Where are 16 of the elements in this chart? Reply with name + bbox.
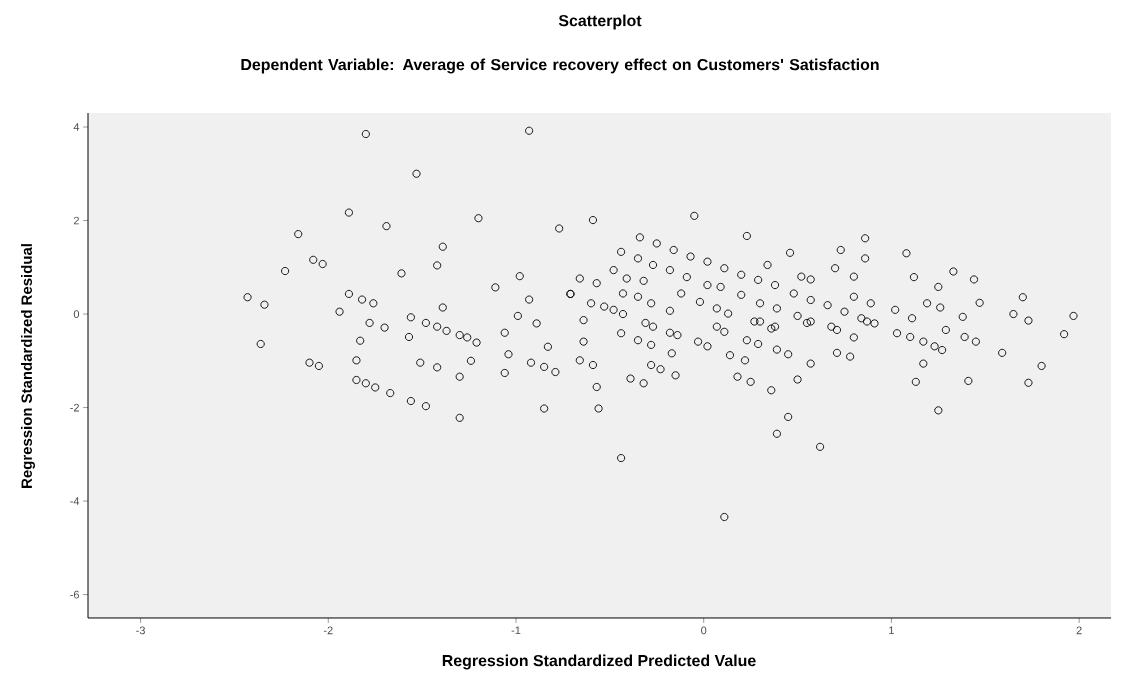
x-tick-label: -1 [511, 626, 521, 635]
x-tick-label: -3 [136, 626, 145, 635]
chart-subtitle: Dependent Variable: Average of Service recovery effect on Customers' Satisfaction [241, 58, 879, 74]
y-axis-title: Regression Standardized Residual [21, 244, 36, 488]
y-tick-label: -6 [70, 590, 79, 599]
y-tick-label: -2 [70, 403, 79, 412]
x-tick-label: -2 [323, 626, 333, 635]
y-tick-label: 0 [73, 310, 80, 318]
x-tick-label: 1 [889, 626, 894, 635]
y-tick-label: -4 [70, 497, 80, 505]
x-axis-title: Regression Standardized Predicted Value [442, 654, 756, 670]
x-tick-label: 2 [1076, 626, 1082, 635]
y-tick-label: 2 [73, 216, 79, 225]
chart-title: Scatterplot [558, 14, 642, 30]
x-tick-label: 0 [701, 626, 707, 635]
y-tick-label: 4 [73, 123, 80, 131]
